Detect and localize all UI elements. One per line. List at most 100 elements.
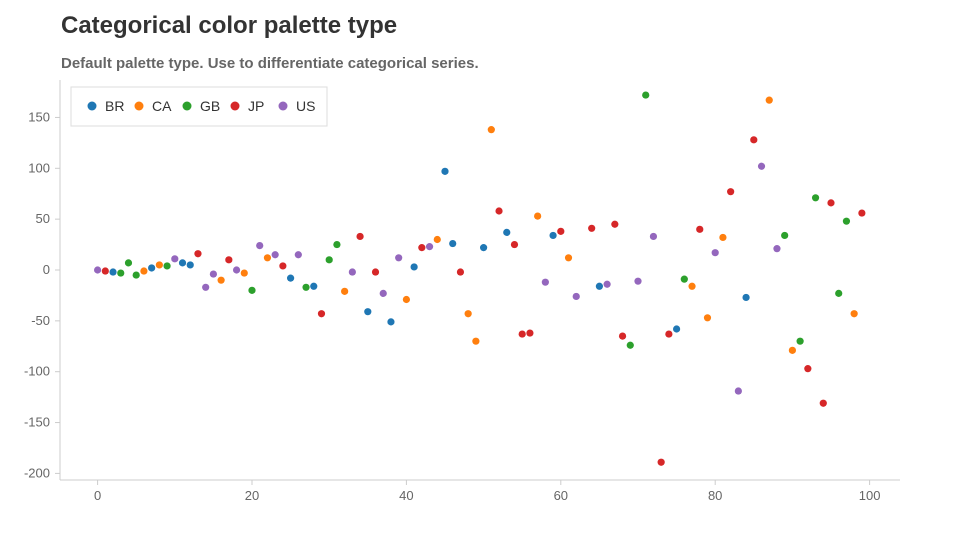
data-point[interactable] (433, 235, 441, 244)
data-point[interactable] (117, 269, 125, 277)
data-point[interactable] (418, 244, 426, 252)
data-point[interactable] (279, 262, 287, 270)
data-point[interactable] (518, 330, 526, 338)
legend-item-gb[interactable]: GB (182, 98, 221, 114)
data-point[interactable] (680, 275, 688, 283)
data-point[interactable] (194, 250, 202, 258)
data-point[interactable] (788, 346, 797, 354)
data-point[interactable] (657, 458, 665, 466)
data-point[interactable] (186, 261, 194, 269)
data-point[interactable] (256, 241, 264, 250)
data-point[interactable] (835, 289, 843, 297)
data-point[interactable] (642, 91, 650, 99)
data-point[interactable] (595, 282, 604, 290)
data-point[interactable] (348, 268, 356, 276)
data-point[interactable] (232, 266, 241, 274)
data-point[interactable] (287, 274, 295, 282)
data-point[interactable] (842, 217, 851, 225)
data-point[interactable] (480, 244, 488, 252)
legend-item-ca[interactable]: CA (134, 98, 173, 114)
data-point[interactable] (618, 332, 627, 340)
data-point[interactable] (140, 267, 148, 275)
data-point[interactable] (665, 330, 673, 338)
data-point[interactable] (588, 224, 596, 232)
data-point[interactable] (495, 207, 503, 215)
data-point[interactable] (819, 399, 827, 407)
data-point[interactable] (503, 228, 511, 236)
data-point[interactable] (603, 280, 611, 288)
legend-item-br[interactable]: BR (87, 98, 125, 114)
data-point[interactable] (379, 289, 387, 297)
data-point[interactable] (649, 232, 658, 241)
data-point[interactable] (510, 240, 519, 249)
data-point[interactable] (765, 96, 773, 104)
data-point[interactable] (811, 194, 820, 202)
data-point[interactable] (727, 188, 735, 196)
data-point[interactable] (773, 245, 781, 253)
data-point[interactable] (634, 277, 642, 285)
data-point[interactable] (711, 249, 719, 257)
data-point[interactable] (178, 259, 187, 267)
data-point[interactable] (464, 310, 472, 318)
data-point[interactable] (202, 283, 210, 291)
data-point[interactable] (441, 167, 449, 175)
legend-item-us[interactable]: US (278, 98, 316, 114)
data-point[interactable] (796, 337, 804, 345)
data-point[interactable] (696, 225, 704, 233)
data-point[interactable] (317, 310, 326, 318)
data-point[interactable] (827, 199, 835, 207)
data-point[interactable] (109, 268, 117, 276)
data-point[interactable] (364, 308, 372, 316)
data-point[interactable] (564, 254, 573, 262)
data-point[interactable] (858, 209, 866, 217)
data-point[interactable] (155, 261, 163, 269)
data-point[interactable] (549, 231, 557, 240)
data-point[interactable] (171, 255, 179, 263)
data-point[interactable] (688, 282, 696, 290)
data-point[interactable] (719, 233, 727, 242)
data-point[interactable] (850, 310, 858, 318)
data-point[interactable] (526, 329, 534, 337)
data-point[interactable] (534, 212, 542, 220)
data-point[interactable] (804, 365, 812, 373)
data-point[interactable] (240, 269, 248, 277)
data-point[interactable] (673, 325, 681, 333)
data-point[interactable] (310, 282, 318, 290)
data-point[interactable] (472, 337, 480, 345)
data-point[interactable] (294, 251, 302, 259)
data-point[interactable] (209, 270, 217, 278)
data-point[interactable] (742, 293, 750, 302)
data-point[interactable] (94, 266, 102, 274)
data-point[interactable] (387, 318, 395, 326)
data-point[interactable] (163, 262, 171, 270)
data-point[interactable] (263, 254, 272, 262)
data-point[interactable] (572, 292, 580, 301)
data-point[interactable] (356, 232, 364, 241)
data-point[interactable] (132, 271, 140, 279)
data-point[interactable] (410, 263, 418, 271)
data-point[interactable] (487, 126, 495, 134)
data-point[interactable] (402, 295, 410, 304)
data-point[interactable] (757, 162, 766, 170)
data-point[interactable] (225, 256, 233, 264)
data-point[interactable] (750, 136, 758, 144)
data-point[interactable] (425, 243, 434, 251)
data-point[interactable] (148, 264, 156, 272)
data-point[interactable] (371, 268, 380, 276)
data-point[interactable] (395, 254, 403, 262)
data-point[interactable] (101, 267, 109, 275)
legend[interactable]: BR CA GB JP US (70, 86, 328, 127)
data-point[interactable] (124, 259, 133, 267)
data-point[interactable] (541, 278, 549, 286)
data-point[interactable] (341, 287, 349, 295)
data-point[interactable] (734, 387, 742, 395)
data-point[interactable] (781, 231, 789, 240)
data-point[interactable] (557, 227, 565, 235)
data-point[interactable] (703, 314, 712, 322)
data-point[interactable] (217, 276, 225, 284)
legend-item-jp[interactable]: JP (230, 98, 265, 114)
data-point[interactable] (271, 251, 279, 259)
data-point[interactable] (248, 286, 256, 294)
data-point[interactable] (449, 239, 457, 248)
data-point[interactable] (456, 268, 465, 276)
